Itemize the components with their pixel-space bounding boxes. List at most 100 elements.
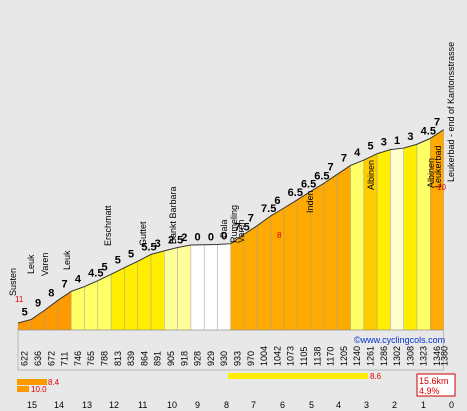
gradient-label: 7.5 [234, 221, 249, 233]
km-tick: 5 [309, 400, 314, 410]
gradient-label: 7 [248, 213, 254, 225]
place-label: Rumeling [229, 205, 239, 243]
profile-segment [257, 215, 271, 331]
profile-areas [17, 129, 444, 371]
elevation-label: 1240 [352, 346, 362, 366]
profile-segment [323, 173, 338, 331]
elevation-label: 1170 [326, 347, 336, 366]
km-tick: 11 [138, 400, 147, 410]
legend-value-2: 10.0 [31, 385, 47, 394]
max-marker-3: 10 [437, 183, 446, 192]
profile-segment [190, 244, 205, 331]
elevation-label: 1286 [379, 346, 389, 366]
km-tick: 1 [421, 400, 426, 410]
place-label: Susten [8, 268, 18, 296]
elevation-label: 839 [126, 351, 136, 366]
profile-segment [337, 165, 351, 331]
elevation-label: 636 [33, 351, 43, 366]
profile-segment [230, 233, 245, 331]
profile-segment [217, 243, 232, 331]
gradient-label: 0 [208, 231, 214, 243]
gradient-label: 5 [101, 261, 107, 273]
elevation-label: 765 [86, 351, 96, 366]
gradient-label: 4.5 [421, 125, 436, 137]
elevation-label: 970 [246, 351, 256, 366]
km-tick: 10 [167, 400, 177, 410]
gradient-label: 4 [75, 274, 82, 286]
gradient-label: 6.5 [314, 170, 329, 182]
elevation-label: 933 [232, 351, 242, 366]
gradient-label: 5 [367, 141, 373, 153]
gradient-label: 6.5 [288, 187, 303, 199]
summary-gradient: 4.9% [419, 386, 440, 396]
gradient-label: 1 [394, 135, 400, 147]
gradient-label: 5 [115, 255, 121, 267]
profile-segment [70, 286, 85, 331]
place-label: Inden [305, 190, 315, 213]
profile-segment [57, 291, 72, 331]
km-tick: 4 [336, 400, 341, 410]
gradient-label: 4.5 [88, 268, 103, 280]
elevation-label: 1105 [299, 347, 309, 366]
place-label: Leuk [26, 254, 36, 274]
place-label: Dala [219, 219, 229, 238]
elevation-label: 1004 [259, 346, 269, 366]
gradient-label: 5.5 [141, 241, 156, 253]
place-labels: Susten Leuk Varen Leuk Erschmatt Guttet Sankt … [8, 42, 456, 296]
legend-bar-2 [17, 386, 29, 392]
place-label: Sankt Barbara [168, 186, 178, 244]
elevation-label: 905 [166, 351, 176, 366]
legend-bar-3 [228, 373, 368, 379]
place-label: Albinen [366, 160, 376, 190]
place-label: Albinen [426, 158, 436, 188]
summary-distance: 15.6km [419, 376, 449, 386]
km-ticks: 15 14 13 12 11 10 9 8 7 6 5 4 3 2 1 0 [27, 400, 454, 410]
gradient-label: 7 [62, 278, 68, 290]
profile-segment [150, 250, 165, 331]
gradient-label: 2 [181, 232, 187, 244]
elevation-panel [17, 329, 444, 371]
profile-segment [137, 254, 152, 331]
km-tick: 8 [224, 400, 229, 410]
legend-value-1: 8.4 [48, 378, 60, 387]
gradient-label: 3 [407, 131, 413, 143]
km-tick: 6 [280, 400, 285, 410]
place-label: Leukerbad [433, 145, 443, 188]
elevation-label: 1308 [405, 346, 415, 366]
elevation-label: 1073 [286, 346, 296, 366]
elevation-label: 1205 [339, 346, 349, 366]
profile-segment [270, 207, 285, 331]
elevation-label: 746 [73, 351, 83, 366]
profile-segment [31, 309, 45, 331]
gradient-label: 2.5 [168, 235, 183, 247]
max-marker-1: 11 [15, 295, 24, 304]
place-label: Varen [236, 220, 246, 243]
elevation-label: 929 [206, 351, 216, 366]
place-label: Leuk [62, 250, 72, 270]
profile-segment [97, 273, 112, 331]
elevation-label: 1323 [419, 346, 429, 366]
km-tick: 3 [364, 400, 369, 410]
profile-segment [177, 244, 192, 331]
elevation-label: 864 [139, 351, 149, 366]
gradient-label: 5 [128, 248, 134, 260]
place-label: Erschmatt [103, 205, 113, 246]
place-label: Varen [40, 253, 50, 276]
gradient-label: 8 [48, 287, 54, 299]
profile-segment [403, 143, 418, 331]
elevation-label: 813 [113, 351, 123, 366]
profile-segment [164, 247, 178, 331]
summary-box [416, 373, 456, 397]
end-elevation-label: 1380 [440, 346, 450, 366]
elevation-label: 891 [153, 351, 163, 366]
legend-value-3: 8.6 [370, 372, 382, 381]
elevation-label: 622 [20, 351, 30, 366]
profile-outline [17, 129, 444, 324]
km-tick: 12 [109, 400, 119, 410]
elevation-label: 672 [46, 351, 56, 366]
elevation-label: 928 [193, 351, 203, 366]
km-tick: 14 [54, 400, 64, 410]
km-tick: 15 [27, 400, 37, 410]
place-label: Guttet [138, 221, 148, 246]
profile-segment [376, 149, 391, 331]
